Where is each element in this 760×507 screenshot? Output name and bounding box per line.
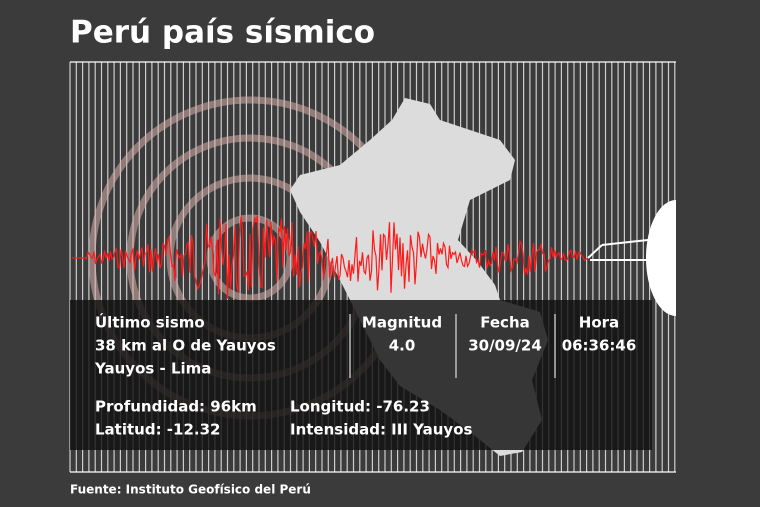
needle-lines: [587, 239, 649, 261]
label: Hora: [579, 314, 619, 332]
needle-line: [587, 244, 603, 259]
label: Último sismo: [95, 313, 205, 332]
detail: Profundidad: 96km: [95, 398, 257, 416]
panel-dividers: [349, 314, 556, 378]
seismic-wave: [71, 215, 589, 299]
ring: [206, 214, 294, 302]
needle-line: [601, 239, 649, 246]
label: Magnitud: [362, 314, 442, 332]
time: 06:36:46: [562, 337, 637, 355]
region: Yauyos - Lima: [94, 360, 211, 378]
label: Fecha: [480, 314, 530, 332]
detail: Intensidad: III Yauyos: [290, 421, 473, 439]
date: 30/09/24: [468, 337, 542, 355]
wave-line: [71, 215, 589, 299]
detail: Longitud: -76.23: [290, 398, 430, 416]
magnitude: 4.0: [389, 337, 416, 355]
detail: Latitud: -12.32: [95, 421, 220, 439]
source: Fuente: Instituto Geofísico del Perú: [70, 483, 311, 497]
drum: [646, 200, 676, 316]
title: Perú país sísmico: [70, 15, 375, 51]
place: 38 km al O de Yauyos: [95, 337, 276, 355]
